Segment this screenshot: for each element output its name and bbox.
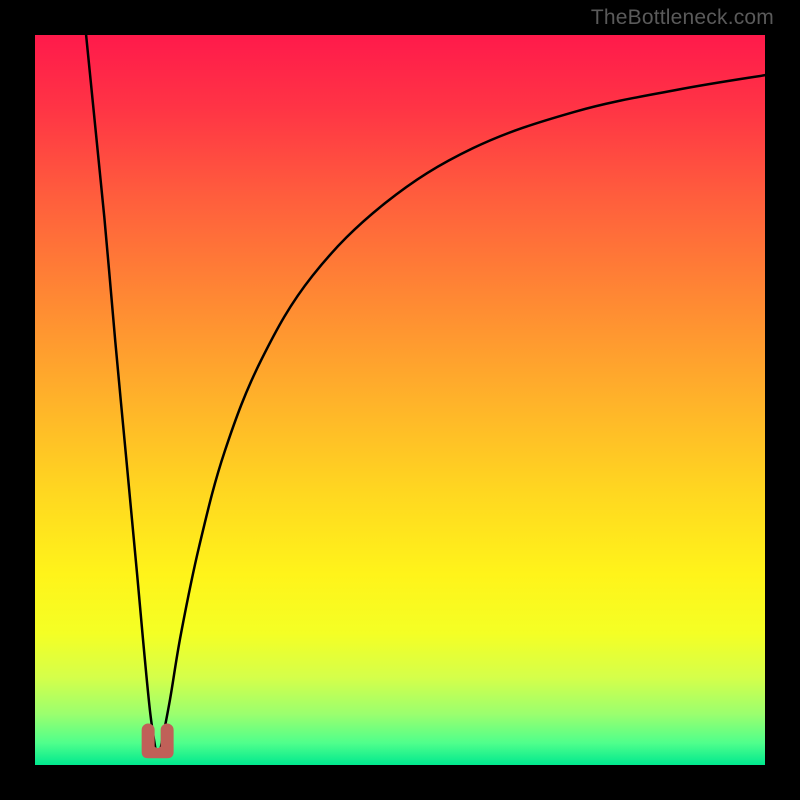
watermark-text: TheBottleneck.com <box>591 6 774 30</box>
bottleneck-chart <box>0 0 800 800</box>
